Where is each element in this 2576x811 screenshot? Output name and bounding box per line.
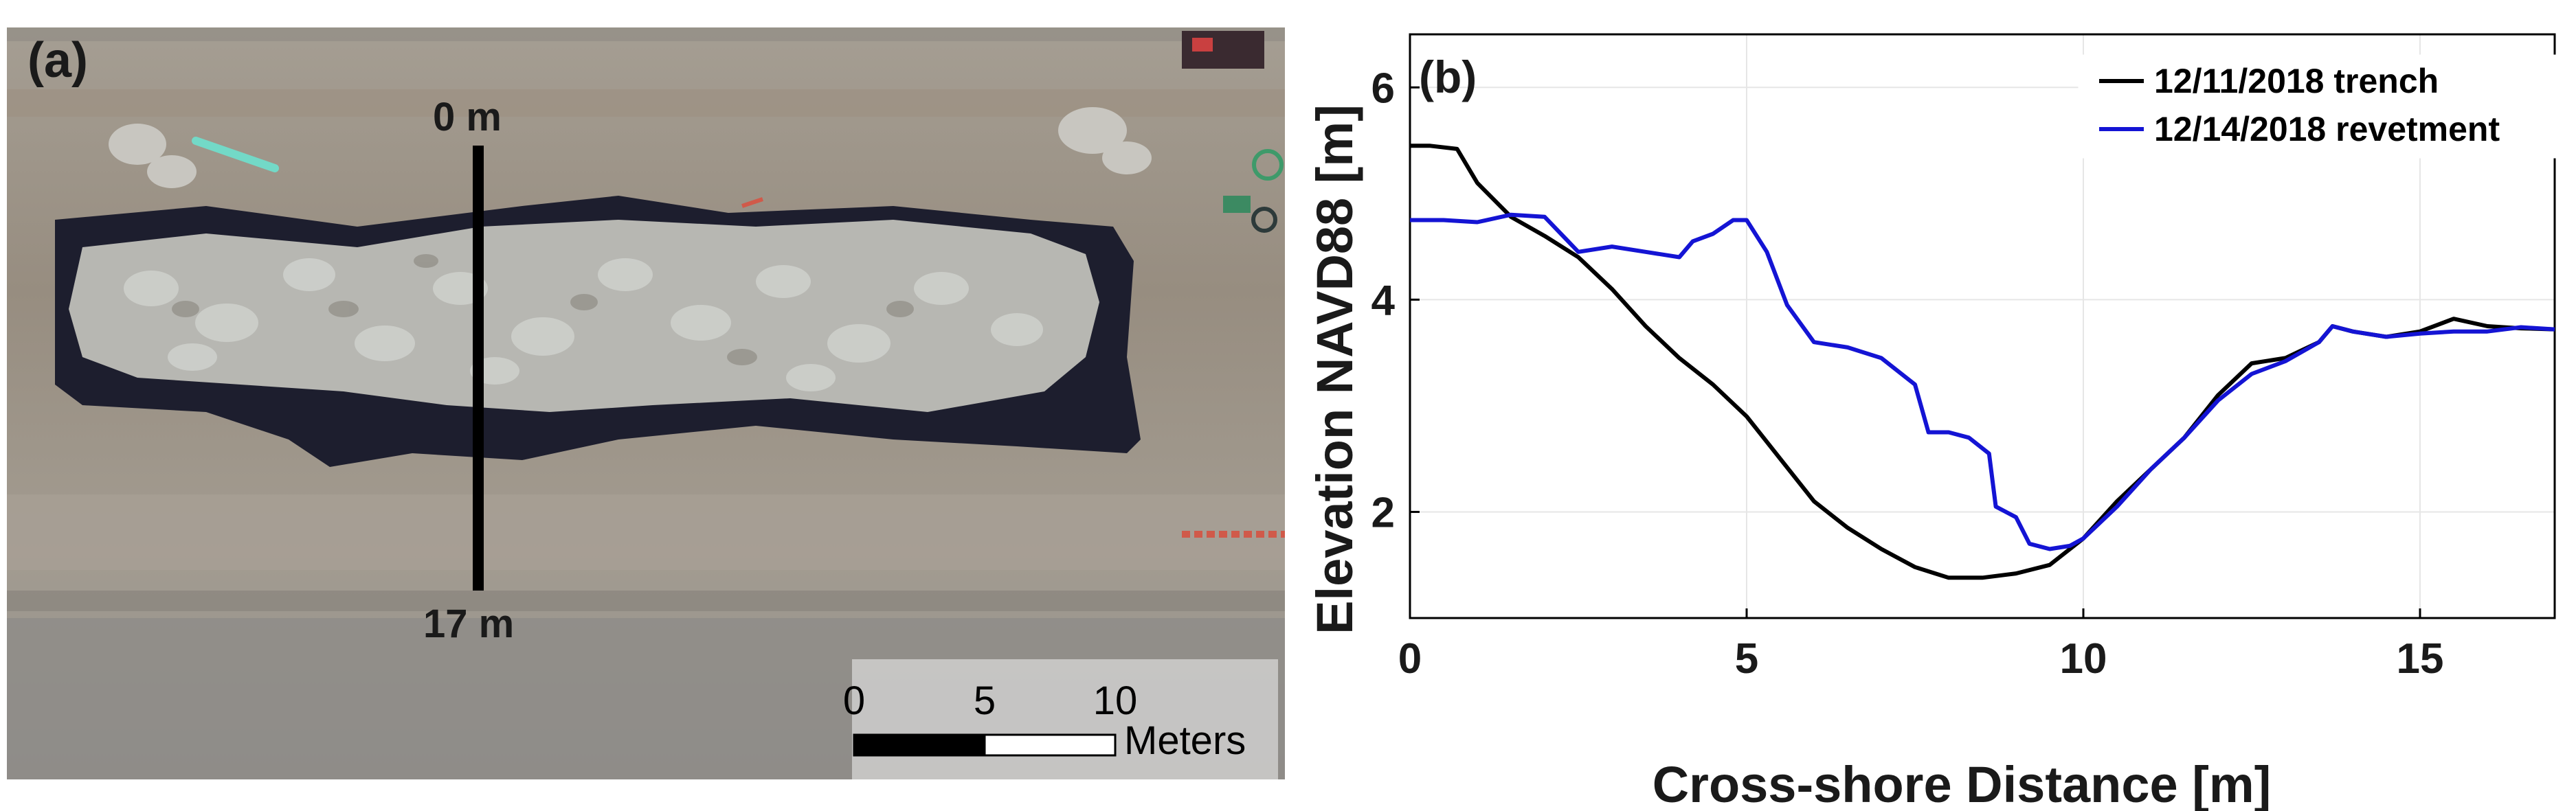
y-axis-label: Elevation NAVD88 [m] (1306, 104, 1363, 635)
series-layer (1410, 144, 2555, 580)
grid-lines (1409, 34, 2555, 618)
y-tick-label: 6 (1371, 65, 1395, 112)
scalebar-unit: Meters (1124, 718, 1246, 763)
x-tick-label: 5 (1735, 635, 1758, 683)
plot-area (1409, 33, 2556, 619)
aerial-photo-panel: (a) 0 m 17 m 0 5 10 Meters (7, 27, 1285, 779)
x-tick-label: 15 (2397, 635, 2444, 683)
scalebar-tick-0: 0 (843, 678, 865, 723)
legend-label-trench: 12/11/2018 trench (2154, 62, 2439, 100)
revetment-profile-line (1410, 212, 2555, 551)
scalebar: 0 5 10 Meters (843, 678, 1246, 763)
scalebar-tick-10: 10 (1093, 678, 1138, 723)
scalebar-tick-5: 5 (974, 678, 996, 723)
x-tick-label: 10 (2060, 635, 2107, 683)
transect-start-label: 0 m (433, 95, 502, 139)
x-axis-label: Cross-shore Distance [m] (1653, 756, 2272, 811)
legend-label-revetment: 12/14/2018 revetment (2154, 110, 2500, 148)
y-tick-label: 4 (1371, 277, 1396, 324)
panel-a-label: (a) (27, 33, 88, 88)
legend: 12/11/2018 trench 12/14/2018 revetment (2078, 54, 2557, 159)
aerial-photo (7, 27, 1285, 779)
trench-profile-line (1410, 144, 2555, 580)
transect-end-label: 17 m (423, 602, 514, 646)
legend-box (2078, 54, 2557, 159)
axis-ticks: 0 5 10 15 2 4 6 (1371, 65, 2444, 683)
y-tick-label: 2 (1371, 489, 1395, 536)
x-tick-label: 0 (1398, 635, 1422, 683)
panel-b-label: (b) (1419, 52, 1477, 102)
